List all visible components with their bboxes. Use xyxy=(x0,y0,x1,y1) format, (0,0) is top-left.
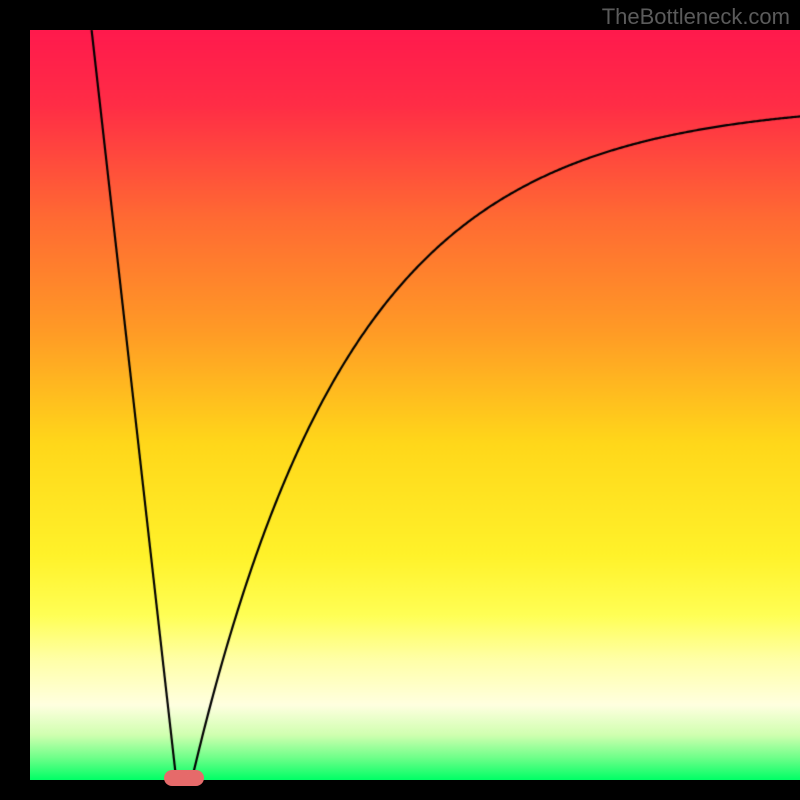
watermark-text: TheBottleneck.com xyxy=(602,4,790,30)
bottleneck-curve xyxy=(0,0,800,800)
optimum-marker xyxy=(164,770,204,786)
